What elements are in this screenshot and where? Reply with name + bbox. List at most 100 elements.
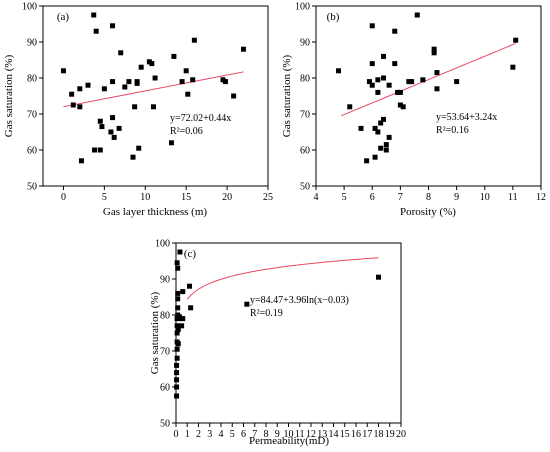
data-point [188, 305, 194, 311]
data-point [185, 91, 191, 97]
data-point [392, 28, 398, 34]
panel-b: 4 5 6 7 8 9 10 11 12 50 60 70 80 90 100 (b) y=53.64+3.24… [281, 2, 546, 219]
x-tick-label: 19 [385, 429, 395, 440]
x-tick-label: 8 [264, 429, 269, 440]
fit-equation: y=72.02+0.44x [170, 113, 231, 124]
data-point [386, 134, 392, 140]
x-tick-label: 2 [196, 429, 201, 440]
data-point [513, 37, 519, 43]
data-point [174, 393, 180, 399]
panel-label: (c) [184, 248, 197, 260]
panel-label: (a) [57, 11, 70, 23]
data-point [134, 80, 140, 86]
data-point [386, 82, 392, 88]
x-tick-label: 13 [317, 429, 327, 440]
data-point [378, 145, 384, 151]
data-point [69, 91, 75, 97]
plot-frame [175, 242, 402, 424]
data-point [175, 326, 181, 332]
data-point [240, 46, 246, 52]
data-point [174, 323, 180, 329]
data-point [372, 154, 378, 160]
x-tick-label: 0 [61, 192, 66, 203]
data-point [358, 125, 364, 131]
data-point [174, 384, 180, 390]
data-point [110, 23, 116, 29]
x-tick-label: 12 [536, 192, 546, 203]
x-tick-label: 5 [342, 192, 347, 203]
fit-line [186, 257, 379, 300]
x-tick-label: 14 [329, 429, 339, 440]
data-point [174, 330, 180, 336]
y-tick-label: 60 [160, 383, 170, 394]
x-axis-label: Gas layer thickness (m) [103, 206, 207, 218]
data-point [187, 283, 192, 289]
x-tick-label: 4 [314, 192, 319, 203]
x-tick-label: 25 [263, 192, 273, 203]
data-point [101, 86, 107, 92]
x-tick-label: 18 [374, 429, 384, 440]
data-point [383, 147, 389, 153]
data-point [99, 124, 105, 130]
data-point [91, 12, 97, 18]
data-point [85, 82, 91, 88]
data-point [392, 61, 398, 67]
data-point [174, 346, 180, 352]
y-tick-label: 100 [295, 2, 310, 13]
data-point [366, 79, 372, 85]
data-point [60, 68, 66, 74]
x-tick-label: 20 [222, 192, 232, 203]
x-axis-label: Permeability(mD) [249, 435, 329, 447]
data-point [126, 79, 132, 85]
data-point [138, 64, 144, 70]
data-point [375, 77, 381, 83]
y-tick-label: 70 [300, 110, 310, 121]
data-point [70, 102, 76, 108]
data-point [375, 129, 381, 135]
data-point [97, 118, 103, 124]
data-point [381, 116, 386, 122]
data-point [434, 86, 440, 92]
x-tick-label: 1 [185, 429, 190, 440]
fit-line [63, 71, 244, 108]
x-axis-label: Porosity (%) [400, 206, 456, 218]
x-tick-label: 3 [207, 429, 212, 440]
panel-a: 0 5 10 15 20 25 50 60 70 80 90 100 (a) y=72.02+0.44x R… [3, 2, 273, 219]
y-tick-label: 100 [155, 239, 170, 250]
plot-frame [42, 5, 269, 187]
data-point [231, 93, 237, 99]
y-tick-label: 70 [27, 110, 37, 121]
y-tick-label: 80 [300, 74, 310, 85]
y-tick-label: 90 [27, 38, 37, 49]
data-point [174, 377, 180, 383]
data-point [179, 79, 185, 85]
data-point [175, 341, 181, 347]
data-point [190, 77, 196, 83]
data-point [118, 50, 124, 56]
data-point [378, 120, 384, 126]
data-point [420, 77, 426, 83]
data-point [395, 89, 401, 95]
data-point [174, 362, 180, 368]
x-tick-label: 10 [284, 429, 294, 440]
x-tick-label: 5 [102, 192, 107, 203]
y-axis-label: Gas saturation (%) [149, 291, 161, 374]
data-point [244, 301, 250, 307]
x-tick-label: 4 [219, 429, 224, 440]
data-point [180, 316, 186, 322]
data-point [397, 89, 403, 95]
x-tick-label: 9 [454, 192, 459, 203]
data-point [175, 290, 181, 296]
data-point [510, 64, 516, 70]
y-tick-label: 50 [160, 419, 170, 430]
y-tick-label: 80 [160, 311, 170, 322]
data-point [336, 68, 341, 74]
data-point [150, 104, 156, 110]
y-tick-label: 100 [22, 2, 37, 13]
x-tick-label: 10 [480, 192, 490, 203]
x-tick-label: 0 [174, 429, 179, 440]
data-point [347, 104, 353, 110]
data-point [149, 61, 155, 67]
x-tick-label: 7 [252, 429, 257, 440]
